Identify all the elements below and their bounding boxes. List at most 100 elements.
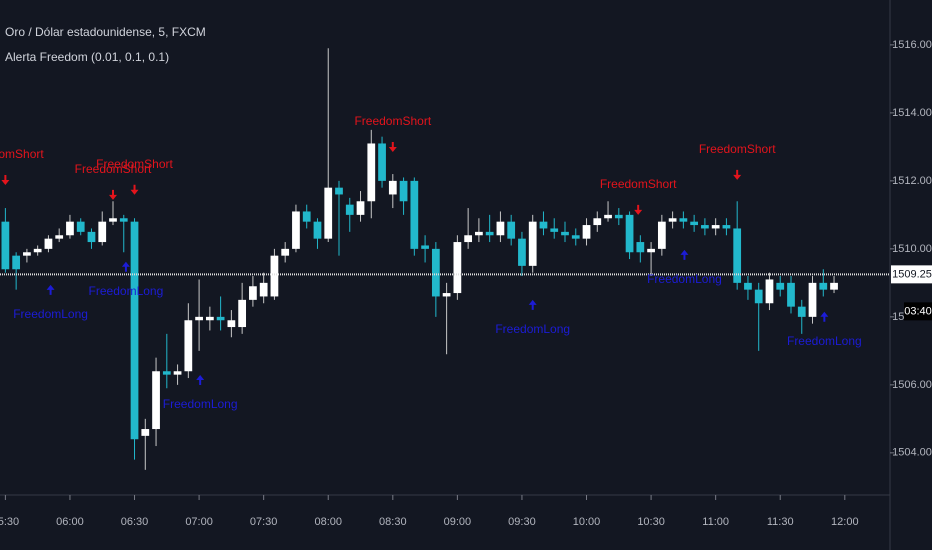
candle-body bbox=[808, 282, 817, 317]
candle-body bbox=[496, 221, 505, 236]
short-label: FreedomShort bbox=[0, 147, 44, 161]
candle-body bbox=[647, 248, 655, 253]
last-price-label: 1509.25 bbox=[892, 268, 932, 280]
y-tick-label: 1512.00 bbox=[892, 175, 932, 187]
short-label: FreedomShort bbox=[354, 114, 431, 128]
candle-body bbox=[55, 235, 64, 239]
candle-body bbox=[335, 187, 343, 195]
short-label: FreedomShort bbox=[96, 157, 173, 171]
candle-body bbox=[819, 282, 828, 290]
indicator-title: Alerta Freedom (0.01, 0.1, 0.1) bbox=[5, 50, 169, 64]
candle-body bbox=[571, 235, 580, 239]
candle-body bbox=[711, 225, 720, 229]
candle-body bbox=[668, 218, 677, 222]
candle-body bbox=[399, 180, 408, 202]
x-tick-label: 12:00 bbox=[831, 516, 859, 528]
short-arrow bbox=[388, 141, 397, 152]
candle-body bbox=[744, 282, 752, 290]
candle-body bbox=[679, 218, 688, 222]
candle-body bbox=[324, 187, 333, 239]
chart-title: Oro / Dólar estadounidense, 5, FXCM bbox=[5, 25, 206, 39]
candle-body bbox=[797, 306, 806, 317]
candle-body bbox=[195, 316, 203, 321]
candle-body bbox=[518, 238, 526, 266]
short-label: FreedomShort bbox=[600, 177, 677, 191]
candle-body bbox=[66, 221, 74, 236]
countdown-tag bbox=[904, 302, 932, 321]
candle-body bbox=[528, 221, 537, 266]
candle-body bbox=[561, 231, 569, 236]
candle-body bbox=[776, 282, 785, 290]
candle-body bbox=[162, 371, 171, 375]
candle-body bbox=[593, 218, 602, 226]
long-label: FreedomLong bbox=[787, 334, 862, 348]
candle-body bbox=[33, 248, 42, 253]
long-arrow bbox=[46, 284, 55, 295]
candle-body bbox=[453, 242, 462, 294]
plot-area bbox=[1, 48, 838, 470]
candle-body bbox=[141, 429, 150, 436]
candle-body bbox=[356, 201, 365, 215]
candle-body bbox=[1, 221, 10, 270]
x-tick-label: 09:00 bbox=[444, 516, 472, 528]
long-label: FreedomLong bbox=[495, 322, 570, 336]
candle-body bbox=[378, 143, 386, 181]
candle-body bbox=[464, 235, 473, 243]
candle-body bbox=[701, 225, 709, 229]
candle-body bbox=[657, 221, 666, 249]
candle-body bbox=[12, 255, 21, 270]
countdown-label: 03:40 bbox=[904, 305, 932, 317]
short-arrow bbox=[634, 204, 643, 215]
y-tick-label: 1516.00 bbox=[892, 39, 932, 51]
candle-body bbox=[431, 248, 440, 297]
x-tick-label: 10:00 bbox=[573, 516, 601, 528]
candle-body bbox=[475, 231, 483, 236]
candle-body bbox=[205, 316, 214, 321]
short-label: FreedomShort bbox=[75, 162, 152, 176]
long-arrow bbox=[121, 261, 130, 272]
candle-body bbox=[787, 282, 795, 307]
candle-body bbox=[87, 231, 96, 243]
long-arrow bbox=[528, 299, 537, 310]
candle-body bbox=[582, 225, 591, 239]
candle-body bbox=[410, 180, 419, 249]
candle-body bbox=[216, 316, 225, 321]
candle-body bbox=[690, 221, 699, 226]
short-arrow bbox=[130, 184, 139, 195]
candle-body bbox=[302, 211, 311, 222]
long-label: FreedomLong bbox=[163, 397, 238, 411]
candle-body bbox=[130, 221, 139, 440]
candle-body bbox=[44, 238, 53, 249]
long-label: FreedomLong bbox=[13, 307, 88, 321]
candle-body bbox=[485, 231, 494, 236]
long-arrow bbox=[820, 311, 829, 322]
candle-body bbox=[722, 225, 731, 229]
candle-body bbox=[442, 293, 451, 297]
x-tick-label: 08:30 bbox=[379, 516, 407, 528]
candle-body bbox=[173, 371, 182, 375]
candle-body bbox=[249, 286, 257, 300]
x-tick-label: 10:30 bbox=[637, 516, 665, 528]
x-tick-label: 07:30 bbox=[250, 516, 278, 528]
y-tick-label: 1514.00 bbox=[892, 107, 932, 119]
long-label: FreedomLong bbox=[647, 272, 722, 286]
candle-body bbox=[238, 299, 247, 328]
long-arrow bbox=[680, 249, 689, 260]
long-label: FreedomLong bbox=[89, 284, 164, 298]
candle-body bbox=[636, 242, 645, 253]
candle-body bbox=[76, 221, 85, 232]
candle-body bbox=[625, 214, 634, 253]
x-tick-label: 08:00 bbox=[314, 516, 342, 528]
candle-body bbox=[388, 180, 397, 195]
candle-body bbox=[292, 211, 300, 249]
last-price-tag bbox=[891, 265, 932, 284]
candle-body bbox=[119, 218, 128, 222]
candle-body bbox=[270, 255, 279, 297]
candle-body bbox=[184, 320, 193, 372]
candle-body bbox=[604, 214, 612, 219]
short-arrow bbox=[1, 174, 10, 185]
short-arrow bbox=[108, 189, 117, 200]
y-tick-label: 1510.00 bbox=[892, 243, 932, 255]
